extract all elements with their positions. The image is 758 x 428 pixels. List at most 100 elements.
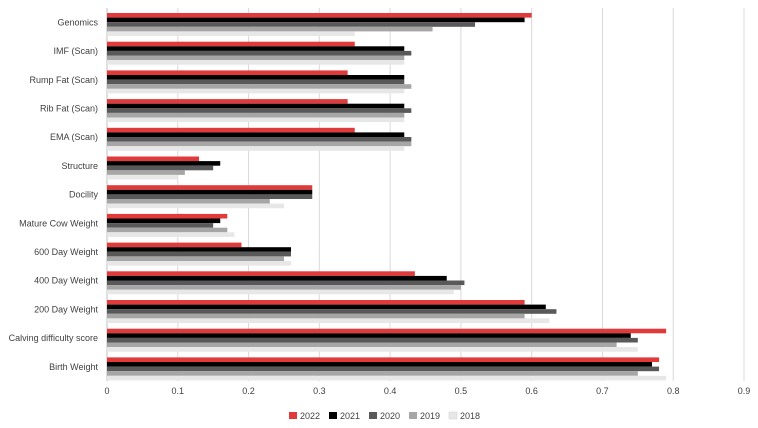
category-label: Birth Weight xyxy=(49,362,98,372)
bar-2020 xyxy=(107,251,292,257)
x-tick-label: 0.2 xyxy=(242,386,255,396)
bar-2018 xyxy=(107,31,355,36)
category-label: 400 Day Weight xyxy=(34,276,98,286)
bar-2020 xyxy=(107,309,557,314)
bar-2020 xyxy=(107,137,412,142)
bar-2021 xyxy=(107,218,221,224)
x-tick-label: 0.4 xyxy=(384,386,397,396)
bar-2021 xyxy=(107,304,546,310)
bar-series xyxy=(107,13,667,381)
bar-2019 xyxy=(107,141,412,147)
x-axis-tick-labels: 0 0.1 0.2 0.3 0.4 0.5 0.6 0.7 0.8 0.9 xyxy=(104,386,750,396)
category-label: Genomics xyxy=(57,17,98,27)
bar-2019 xyxy=(107,55,405,61)
bar-2021 xyxy=(107,189,313,195)
bar-2022 xyxy=(107,70,348,75)
bar-2020 xyxy=(107,223,214,228)
bar-2021 xyxy=(107,75,405,80)
x-tick-label: 0.8 xyxy=(667,386,680,396)
x-tick-label: 0.7 xyxy=(596,386,609,396)
bar-2022 xyxy=(107,213,228,219)
bar-2021 xyxy=(107,161,221,166)
bar-2022 xyxy=(107,242,242,248)
x-tick-label: 0 xyxy=(104,386,109,396)
bar-2020 xyxy=(107,108,412,113)
bar-2022 xyxy=(107,13,532,18)
bar-2022 xyxy=(107,99,348,104)
legend-swatch-2019 xyxy=(409,412,417,419)
legend-label: 2022 xyxy=(300,411,320,421)
bar-2022 xyxy=(107,357,660,362)
bar-2021 xyxy=(107,275,447,281)
bar-2020 xyxy=(107,280,465,286)
bar-2018 xyxy=(107,117,405,123)
bar-2021 xyxy=(107,132,405,137)
bar-2018 xyxy=(107,146,405,151)
x-tick-label: 0.6 xyxy=(525,386,538,396)
bar-2020 xyxy=(107,337,638,343)
bar-2019 xyxy=(107,112,405,118)
bar-2022 xyxy=(107,328,667,334)
bar-2021 xyxy=(107,46,405,51)
bar-2022 xyxy=(107,156,200,162)
bar-2022 xyxy=(107,41,355,47)
bar-2019 xyxy=(107,285,461,290)
legend-swatch-2022 xyxy=(289,412,297,419)
bar-2021 xyxy=(107,103,405,109)
category-label: Rump Fat (Scan) xyxy=(29,75,98,85)
bar-2018 xyxy=(107,174,178,180)
bar-2021 xyxy=(107,333,631,338)
legend-label: 2021 xyxy=(340,411,360,421)
category-label: Calving difficulty score xyxy=(9,333,98,343)
legend-label: 2020 xyxy=(380,411,400,421)
category-labels: Genomics IMF (Scan) Rump Fat (Scan) Rib Fat… xyxy=(9,17,99,371)
category-label: Mature Cow Weight xyxy=(19,218,98,228)
category-label: Docility xyxy=(69,190,99,200)
bar-2019 xyxy=(107,170,185,175)
bar-2018 xyxy=(107,203,284,209)
bar-2018 xyxy=(107,60,405,65)
x-tick-label: 0.9 xyxy=(738,386,751,396)
bar-2018 xyxy=(107,88,405,94)
bar-2020 xyxy=(107,50,412,56)
bar-2020 xyxy=(107,194,313,199)
bar-2021 xyxy=(107,362,652,367)
x-tick-label: 0.3 xyxy=(313,386,326,396)
legend-label: 2018 xyxy=(460,411,480,421)
legend-swatch-2020 xyxy=(369,412,377,419)
bar-2018 xyxy=(107,289,454,295)
bar-2018 xyxy=(107,375,667,381)
bar-2019 xyxy=(107,84,412,89)
bar-2018 xyxy=(107,318,550,323)
bar-2022 xyxy=(107,127,355,133)
bar-2020 xyxy=(107,79,405,85)
bar-2022 xyxy=(107,271,415,276)
bar-2021 xyxy=(107,17,525,23)
bar-2020 xyxy=(107,165,214,171)
legend-swatch-2018 xyxy=(448,411,458,420)
bar-2019 xyxy=(107,26,433,32)
bar-2019 xyxy=(107,199,270,204)
bar-2020 xyxy=(107,366,660,372)
legend: 2022 2021 2020 2019 2018 xyxy=(289,411,480,421)
category-label: IMF (Scan) xyxy=(53,46,98,56)
grid-lines xyxy=(106,8,745,382)
bar-2019 xyxy=(107,371,638,376)
category-label: 600 Day Weight xyxy=(34,247,98,257)
bar-2020 xyxy=(107,22,476,27)
bar-2019 xyxy=(107,227,228,233)
legend-label: 2019 xyxy=(420,411,440,421)
category-label: Rib Fat (Scan) xyxy=(40,103,98,113)
bar-2019 xyxy=(107,256,284,261)
category-label: EMA (Scan) xyxy=(50,132,98,142)
category-label: Structure xyxy=(61,161,98,171)
x-tick-label: 0.1 xyxy=(172,386,185,396)
x-tick-label: 0.5 xyxy=(455,386,468,396)
bar-2018 xyxy=(107,347,638,352)
bar-2019 xyxy=(107,313,525,319)
bar-2022 xyxy=(107,185,313,190)
bar-2018 xyxy=(107,261,292,266)
bar-2022 xyxy=(107,300,525,305)
bar-2019 xyxy=(107,342,617,348)
